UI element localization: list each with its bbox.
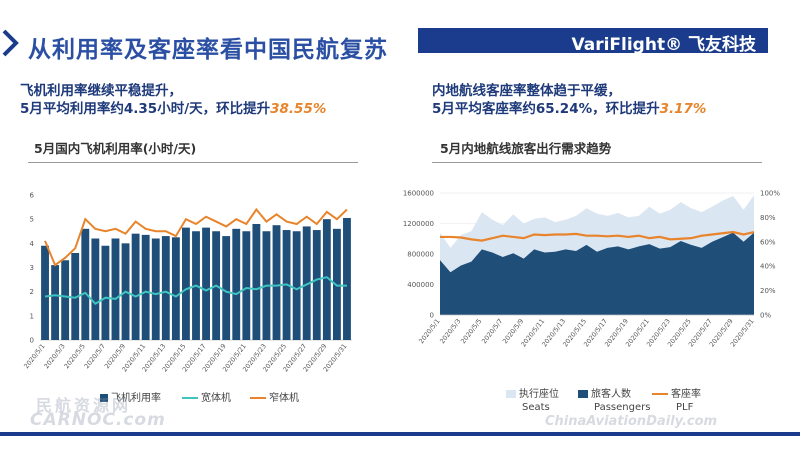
bar: [51, 265, 60, 340]
page-title: 从利用率及客座率看中国民航复苏: [28, 37, 388, 63]
bar: [61, 260, 70, 340]
legend-swatch-bar: [100, 394, 108, 402]
y-tick-label: 1: [30, 312, 34, 320]
legend-label-utilization: 飞机利用率: [111, 393, 161, 404]
right-headline-line2: 5月平均客座率约65.24%，环比提升3.17%: [432, 100, 706, 118]
bar: [41, 245, 49, 340]
watermark-carnoc: CARNOC.com: [30, 410, 166, 430]
legend-en-seats: Seats: [522, 402, 550, 413]
right-headline-pct: 3.17%: [659, 101, 707, 117]
y-tick-label-left: 1600000: [403, 190, 434, 198]
left-headline-line1: 飞机利用率继续平稳提升，: [20, 83, 182, 99]
right-chart-title: 5月内地航线旅客出行需求趋势: [440, 141, 612, 156]
legend-item-plf: 客座率: [652, 385, 701, 400]
legend-item-widebody: 宽体机: [182, 389, 231, 404]
bar: [232, 228, 241, 340]
y-tick-label-left: 400000: [407, 281, 434, 289]
y-tick-label-right: 100%: [760, 190, 780, 198]
legend-swatch-plf: [652, 393, 668, 395]
y-tick-label-right: 20%: [760, 287, 776, 295]
left-chart-title: 5月国内飞机利用率(小时/天): [34, 141, 197, 156]
y-tick-label-right: 0%: [760, 312, 771, 320]
left-headline-text: 5月平均利用率约4.35小时/天，环比提升: [20, 101, 271, 117]
bottom-rule: [0, 432, 800, 436]
bar: [171, 237, 180, 340]
y-tick-label: 3: [30, 264, 34, 272]
bar: [343, 217, 351, 340]
legend-item-utilization: 飞机利用率: [100, 389, 161, 404]
legend-en-plf: PLF: [676, 402, 694, 413]
legend-label-plf: 客座率: [671, 389, 701, 400]
bar: [101, 245, 110, 340]
y-tick-label: 2: [30, 288, 34, 296]
left-divider: [28, 162, 358, 163]
right-headline-line1: 内地航线客座率整体趋于平缓，: [432, 83, 621, 99]
bar: [272, 225, 281, 340]
y-tick-label: 0: [30, 337, 34, 345]
y-tick-label: 5: [30, 216, 34, 224]
right-headline-text: 5月平均客座率约65.24%，环比提升: [432, 101, 660, 117]
bar: [141, 234, 150, 340]
legend-label-widebody: 宽体机: [201, 393, 231, 404]
watermark-chinaaviationdaily: ChinaAviationDaily.com: [545, 414, 718, 429]
bar: [202, 227, 210, 340]
utilization-chart: 01234562020/5/12020/5/32020/5/52020/5/72…: [22, 192, 352, 374]
bar: [182, 227, 190, 340]
legend-label-seats: 执行座位: [519, 389, 559, 400]
y-tick-label-left: 0: [430, 312, 434, 320]
bar: [252, 224, 261, 340]
legend-swatch-orange: [250, 397, 266, 399]
y-tick-label-right: 80%: [760, 214, 776, 222]
y-tick-label: 4: [30, 240, 35, 248]
legend-item-seats: 执行座位: [506, 385, 559, 400]
legend-swatch-teal: [182, 397, 198, 399]
left-headline-line2: 5月平均利用率约4.35小时/天，环比提升38.55%: [20, 100, 326, 118]
right-divider: [432, 162, 762, 163]
bar: [71, 253, 80, 340]
brand-logo: VariFlight® 飞友科技: [571, 35, 757, 55]
legend-en-passengers: Passengers: [594, 402, 651, 413]
passengers-area: [440, 232, 754, 315]
bar: [292, 231, 301, 340]
bar: [81, 228, 90, 340]
y-tick-label-left: 1200000: [403, 220, 434, 228]
bar: [131, 233, 140, 340]
chevron-right-icon: [2, 29, 19, 57]
left-headline: 飞机利用率继续平稳提升， 5月平均利用率约4.35小时/天，环比提升38.55%: [20, 82, 326, 118]
series-line-narrowbody: [44, 207, 348, 267]
y-tick-label-right: 40%: [760, 263, 776, 271]
y-tick-label: 6: [30, 192, 35, 200]
brand-banner: VariFlight® 飞友科技: [418, 28, 768, 55]
y-tick-label-right: 60%: [760, 238, 776, 246]
bar: [161, 236, 170, 340]
right-headline: 内地航线客座率整体趋于平缓， 5月平均客座率约65.24%，环比提升3.17%: [432, 82, 706, 118]
bar: [302, 226, 311, 340]
legend-item-passengers: 旅客人数: [578, 385, 631, 400]
left-headline-pct: 38.55%: [270, 101, 327, 117]
bar: [91, 238, 100, 340]
bar: [322, 219, 331, 340]
passenger-demand-chart: 0 400000 800000 1200000 1600000 0% 20% 40% 60% 80…: [403, 190, 781, 349]
legend-label-passengers: 旅客人数: [591, 389, 631, 400]
legend-swatch-seats: [506, 390, 516, 398]
legend-label-narrowbody: 窄体机: [269, 393, 299, 404]
series-line-widebody: [44, 276, 347, 306]
y-tick-label-left: 800000: [407, 251, 434, 259]
bar: [111, 238, 120, 340]
bar: [312, 230, 321, 340]
bar: [222, 236, 231, 340]
legend-swatch-passengers: [578, 390, 588, 398]
bar: [242, 231, 251, 340]
legend-item-narrowbody: 窄体机: [250, 389, 299, 404]
watermark-cn: 民航资源网: [36, 396, 132, 415]
bar: [151, 238, 160, 340]
plf-line: [440, 230, 755, 242]
